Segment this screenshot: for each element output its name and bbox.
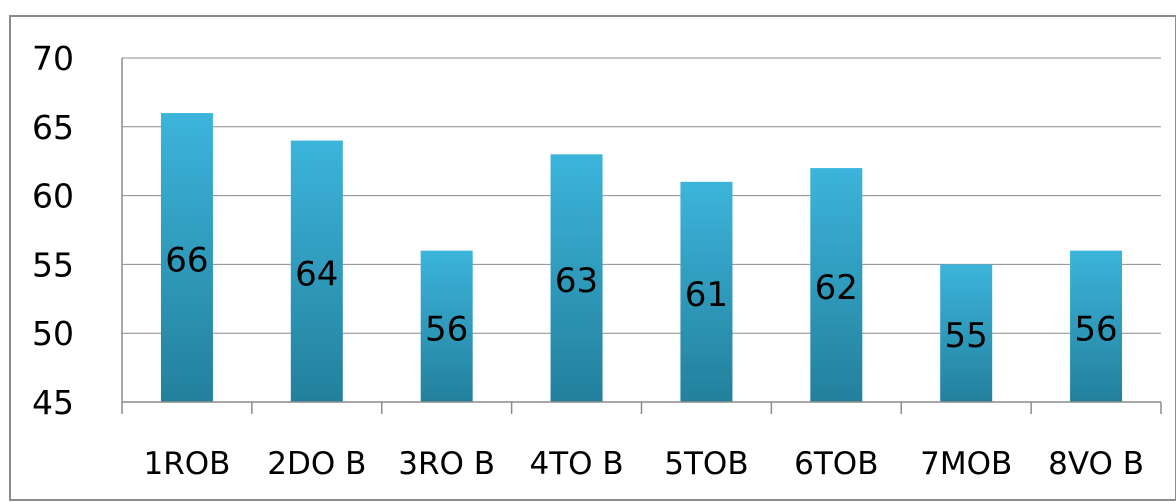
bars	[160, 113, 1123, 402]
x-tick-label: 4TO B	[529, 446, 623, 482]
data-label: 55	[945, 316, 988, 356]
bar	[940, 264, 993, 402]
data-label: 64	[295, 254, 338, 294]
x-tick-label: 3RO B	[398, 446, 495, 482]
bar	[290, 140, 343, 402]
y-tick-label: 70	[32, 39, 74, 78]
x-tick-label: 2DO B	[267, 446, 366, 482]
bar	[810, 168, 863, 402]
data-label: 61	[685, 275, 728, 315]
data-label: 56	[425, 309, 468, 349]
data-label: 62	[815, 268, 858, 308]
x-tick-label: 8VO B	[1048, 446, 1144, 482]
x-tick-label: 1ROB	[143, 446, 230, 482]
category-labels: 1ROB 2DO B 3RO B 4TO B 5TOB 6TOB 7MOB 8VO B	[143, 446, 1144, 482]
data-label: 66	[165, 241, 208, 281]
data-labels: 66 64 56 63 61 62 55 56	[165, 241, 1117, 357]
y-tick-label: 55	[32, 245, 74, 284]
bar	[550, 154, 603, 402]
x-axis	[121, 401, 1162, 414]
bar	[420, 250, 473, 402]
y-tick-label: 60	[32, 177, 74, 216]
x-tick-label: 6TOB	[794, 446, 878, 482]
x-tick-label: 7MOB	[920, 446, 1012, 482]
y-tick-label: 50	[32, 314, 74, 353]
y-tick-label: 65	[32, 108, 74, 147]
data-label: 56	[1074, 309, 1117, 349]
y-tick-label: 45	[32, 383, 74, 422]
x-tick-label: 5TOB	[664, 446, 748, 482]
bar	[680, 181, 733, 402]
data-label: 63	[555, 261, 598, 301]
bar	[160, 113, 213, 402]
y-axis-ticks: 45 50 55 60 65 70	[32, 39, 74, 422]
bar	[1070, 250, 1123, 402]
